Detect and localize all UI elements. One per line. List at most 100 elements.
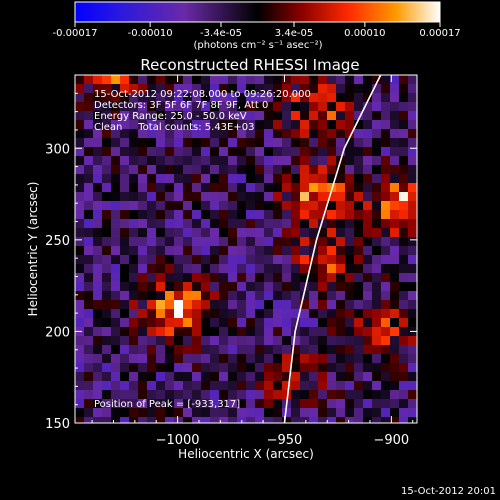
heatmap-cell <box>174 156 184 166</box>
heatmap-cell <box>363 120 373 130</box>
heatmap-cell <box>354 336 364 346</box>
heatmap-cell <box>120 210 130 220</box>
heatmap-cell <box>237 129 247 139</box>
heatmap-cell <box>201 174 211 184</box>
heatmap-cell <box>201 111 211 121</box>
heatmap-cell <box>408 390 417 400</box>
heatmap-cell <box>246 129 256 139</box>
heatmap-cell <box>318 399 328 409</box>
heatmap-cell <box>363 336 373 346</box>
heatmap-cell <box>381 390 391 400</box>
heatmap-cell <box>93 255 103 265</box>
heatmap-cell <box>111 282 121 292</box>
heatmap-cell <box>354 390 364 400</box>
heatmap-cell <box>399 309 409 319</box>
heatmap-cell <box>264 345 274 355</box>
heatmap-cell <box>84 336 94 346</box>
heatmap-cell <box>327 345 337 355</box>
heatmap-cell <box>219 156 229 166</box>
heatmap-cell <box>372 147 382 157</box>
heatmap-cell <box>201 318 211 328</box>
heatmap-cell <box>282 291 292 301</box>
heatmap-cell <box>111 228 121 238</box>
heatmap-cell <box>327 84 337 94</box>
heatmap-cell <box>165 192 175 202</box>
heatmap-cell <box>228 399 238 409</box>
heatmap-cell <box>228 228 238 238</box>
heatmap-cell <box>228 345 238 355</box>
heatmap-cell <box>399 327 409 337</box>
heatmap-cell <box>237 399 247 409</box>
heatmap-cell <box>363 300 373 310</box>
heatmap-cell <box>408 408 417 418</box>
heatmap-cell <box>354 237 364 247</box>
heatmap-cell <box>255 138 265 148</box>
heatmap-cell <box>381 129 391 139</box>
heatmap-cell <box>354 363 364 373</box>
heatmap-cell <box>408 309 417 319</box>
heatmap-cell <box>354 309 364 319</box>
heatmap-cell <box>147 174 157 184</box>
heatmap-cell <box>237 336 247 346</box>
heatmap-cell <box>363 147 373 157</box>
heatmap-cell <box>156 354 166 364</box>
heatmap-cell <box>93 354 103 364</box>
heatmap-cell <box>138 345 148 355</box>
heatmap-cell <box>147 138 157 148</box>
heatmap-cell <box>372 390 382 400</box>
heatmap-cell <box>336 219 346 229</box>
heatmap-cell <box>309 120 319 130</box>
heatmap-cell <box>93 84 103 94</box>
heatmap-cell <box>363 255 373 265</box>
heatmap-cell <box>147 111 157 121</box>
heatmap-cell <box>345 273 355 283</box>
heatmap-cell <box>327 291 337 301</box>
heatmap-cell <box>111 219 121 229</box>
heatmap-cell <box>174 345 184 355</box>
heatmap-cell <box>75 102 85 112</box>
heatmap-cell <box>282 345 292 355</box>
heatmap-cell <box>120 327 130 337</box>
heatmap-cell <box>129 147 139 157</box>
heatmap-cell <box>282 309 292 319</box>
heatmap-cell <box>408 75 417 85</box>
heatmap-cell <box>273 75 283 85</box>
heatmap-cell <box>246 165 256 175</box>
heatmap-cell <box>165 102 175 112</box>
heatmap-cell <box>354 219 364 229</box>
heatmap-cell <box>318 237 328 247</box>
heatmap-cell <box>363 237 373 247</box>
heatmap-cell <box>192 156 202 166</box>
heatmap-cell <box>318 345 328 355</box>
heatmap-cell <box>300 282 310 292</box>
heatmap-cell <box>255 381 265 391</box>
heatmap-cell <box>156 246 166 256</box>
heatmap-cell <box>129 291 139 301</box>
heatmap-cell <box>408 300 417 310</box>
heatmap-cell <box>309 291 319 301</box>
heatmap-cell <box>309 201 319 211</box>
heatmap-cell <box>219 255 229 265</box>
heatmap-cell <box>273 417 283 423</box>
heatmap-cell <box>147 327 157 337</box>
heatmap-cell <box>399 183 409 193</box>
heatmap-cell <box>75 165 85 175</box>
heatmap-cell <box>174 309 184 319</box>
heatmap-cell <box>336 327 346 337</box>
heatmap-cell <box>381 120 391 130</box>
heatmap-cell <box>120 84 130 94</box>
heatmap-cell <box>399 147 409 157</box>
heatmap-cell <box>129 273 139 283</box>
heatmap-cell <box>291 300 301 310</box>
heatmap-cell <box>183 255 193 265</box>
heatmap-cell <box>345 183 355 193</box>
heatmap-cell <box>318 327 328 337</box>
heatmap-cell <box>174 372 184 382</box>
x-tick-label: −1000 <box>156 433 200 448</box>
heatmap-cell <box>228 120 238 130</box>
heatmap-cell <box>372 210 382 220</box>
heatmap-cell <box>120 138 130 148</box>
heatmap-cell <box>147 93 157 103</box>
heatmap-cell <box>282 111 292 121</box>
heatmap-cell <box>408 372 417 382</box>
